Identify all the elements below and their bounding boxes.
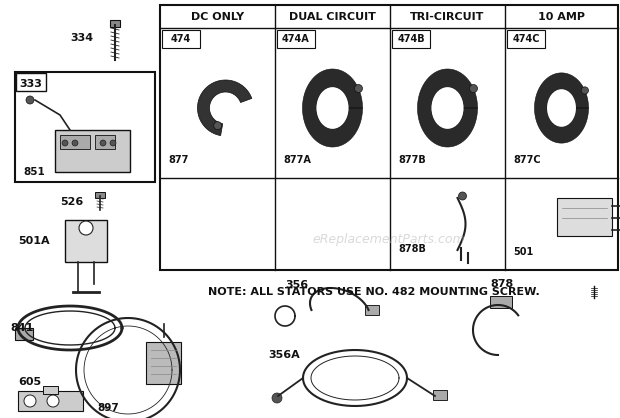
Polygon shape: [198, 80, 252, 135]
Bar: [160, 5, 618, 270]
Text: 877B: 877B: [398, 155, 426, 165]
Text: 605: 605: [18, 377, 41, 387]
Circle shape: [582, 87, 588, 94]
Bar: [162, 30, 200, 48]
Ellipse shape: [432, 87, 464, 129]
Text: 474A: 474A: [282, 34, 310, 44]
Text: DUAL CIRCUIT: DUAL CIRCUIT: [289, 12, 376, 21]
Bar: [18, 391, 83, 411]
Text: 897: 897: [97, 403, 119, 413]
Ellipse shape: [316, 87, 348, 129]
Bar: [433, 390, 447, 400]
Text: 878: 878: [490, 279, 513, 289]
Text: 474C: 474C: [512, 34, 540, 44]
Text: TRI-CIRCUIT: TRI-CIRCUIT: [410, 12, 485, 21]
Text: 334: 334: [71, 33, 94, 43]
Text: 877: 877: [168, 155, 188, 165]
Circle shape: [24, 395, 36, 407]
Circle shape: [26, 96, 34, 104]
Text: 851: 851: [23, 167, 45, 177]
Text: 501: 501: [513, 247, 533, 257]
Bar: [365, 305, 379, 315]
Polygon shape: [417, 69, 477, 147]
Bar: [392, 30, 430, 48]
Bar: [146, 342, 181, 384]
Circle shape: [100, 140, 106, 146]
Bar: [43, 386, 58, 394]
Text: 841: 841: [10, 323, 33, 333]
Circle shape: [47, 395, 59, 407]
Text: 474B: 474B: [397, 34, 425, 44]
Text: 474: 474: [171, 34, 191, 44]
Bar: [110, 20, 120, 27]
Bar: [15, 328, 33, 340]
Bar: [65, 220, 107, 262]
Bar: [60, 135, 90, 149]
Text: 501A: 501A: [18, 236, 50, 246]
Text: 356A: 356A: [268, 350, 299, 360]
Bar: [507, 30, 545, 48]
Circle shape: [469, 84, 477, 92]
Bar: [490, 296, 512, 308]
Text: NOTE: ALL STATORS USE NO. 482 MOUNTING SCREW.: NOTE: ALL STATORS USE NO. 482 MOUNTING S…: [208, 287, 540, 297]
Text: 877C: 877C: [513, 155, 541, 165]
Bar: [277, 30, 315, 48]
Circle shape: [72, 140, 78, 146]
Bar: [55, 130, 130, 172]
Circle shape: [459, 192, 466, 200]
Text: 526: 526: [60, 197, 83, 207]
Circle shape: [110, 140, 116, 146]
Bar: [16, 73, 46, 91]
Text: 356: 356: [285, 280, 308, 290]
Text: eReplacementParts.com: eReplacementParts.com: [312, 232, 466, 245]
Ellipse shape: [547, 89, 576, 127]
Text: 10 AMP: 10 AMP: [538, 12, 585, 21]
Circle shape: [62, 140, 68, 146]
Bar: [95, 135, 115, 149]
Text: 878B: 878B: [398, 244, 426, 254]
Circle shape: [79, 221, 93, 235]
Polygon shape: [534, 73, 588, 143]
Text: 877A: 877A: [283, 155, 311, 165]
Bar: [15, 72, 155, 182]
Text: 333: 333: [19, 79, 42, 89]
Circle shape: [355, 84, 363, 92]
Text: DC ONLY: DC ONLY: [191, 12, 244, 21]
Circle shape: [214, 122, 222, 130]
Polygon shape: [303, 69, 363, 147]
Bar: [95, 192, 105, 198]
Circle shape: [272, 393, 282, 403]
Bar: [557, 198, 611, 236]
